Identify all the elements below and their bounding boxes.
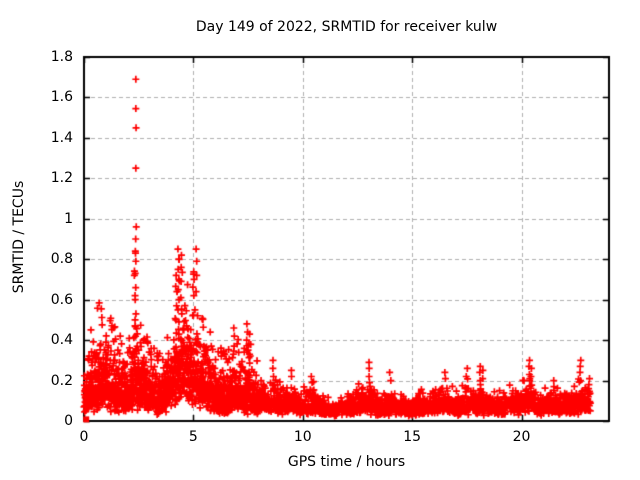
y-tick-label: 0.2 [50, 372, 73, 389]
x-tick-label: 10 [293, 429, 312, 445]
x-axis-label: GPS time / hours [287, 454, 406, 470]
y-tick-label: 0.8 [50, 251, 73, 268]
y-tick-label: 0.4 [50, 332, 73, 349]
y-tick-label: 0 [64, 413, 73, 429]
x-tick-label: 5 [188, 429, 198, 445]
y-tick-label: 1.2 [50, 170, 73, 187]
x-tick-label: 20 [512, 429, 531, 445]
y-tick-label: 1.4 [50, 129, 73, 146]
x-tick-label: 15 [403, 429, 422, 445]
x-tick-label: 0 [79, 429, 89, 445]
y-tick-label: 1.8 [50, 49, 73, 65]
y-tick-label: 1 [64, 210, 73, 227]
y-tick-label: 0.6 [50, 291, 73, 308]
y-axis-label: SRMTID / TECUs [11, 180, 27, 294]
y-tick-label: 1.6 [50, 89, 73, 106]
chart-title: Day 149 of 2022, SRMTID for receiver kul… [195, 19, 498, 35]
